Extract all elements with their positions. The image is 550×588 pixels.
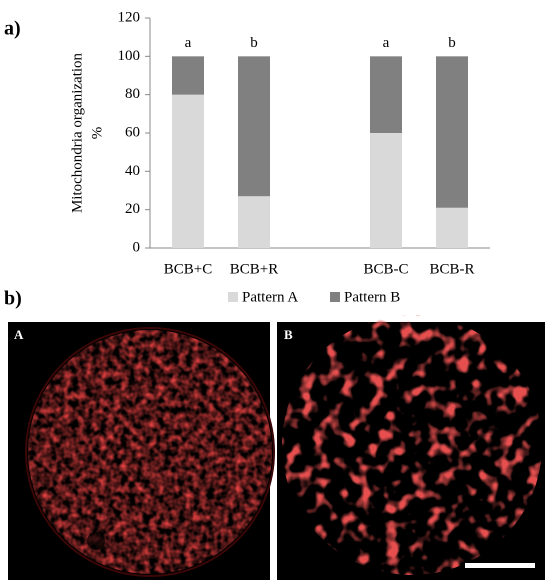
significance-letter: b [448, 35, 456, 51]
significance-letter: a [185, 35, 192, 51]
oocyte-signal [282, 315, 542, 575]
bar-segment [370, 133, 402, 248]
dark-spot [87, 532, 105, 550]
y-tick-label: 80 [125, 86, 140, 102]
legend-label: Pattern B [344, 289, 400, 305]
panel-label: b) [4, 288, 22, 310]
y-axis-title-line: % [89, 127, 105, 140]
bar-segment [172, 94, 204, 249]
y-tick-label: 120 [118, 9, 141, 25]
bar-segment [436, 207, 468, 248]
y-tick-label: 20 [125, 201, 140, 217]
significance-letter: b [250, 35, 258, 51]
panel-label: a) [4, 18, 21, 40]
bar-segment [370, 56, 402, 134]
bar-segment [238, 56, 270, 197]
y-axis-title: Mitochondria organization % [69, 52, 105, 213]
y-tick-label: 40 [125, 163, 140, 179]
x-tick-label: BCB-C [363, 261, 408, 277]
image-label: B [284, 327, 293, 342]
x-tick-label: BCB+C [164, 261, 212, 277]
bar-segment [172, 56, 204, 95]
bar-segment [436, 56, 468, 208]
significance-letter: a [383, 35, 390, 51]
y-tick-label: 60 [125, 124, 140, 140]
legend-label: Pattern A [242, 289, 298, 305]
legend-swatch [330, 292, 340, 302]
y-tick-label: 100 [118, 48, 141, 64]
scale-bar [465, 563, 535, 568]
y-axis-title-line: Mitochondria organization [69, 52, 85, 213]
x-tick-label: BCB-R [429, 261, 474, 277]
oocyte-signal [28, 330, 272, 574]
y-tick-label: 0 [133, 239, 141, 255]
bar-segment [238, 196, 270, 248]
legend-swatch [228, 292, 238, 302]
x-tick-label: BCB+R [230, 261, 278, 277]
image-label: A [14, 327, 24, 342]
